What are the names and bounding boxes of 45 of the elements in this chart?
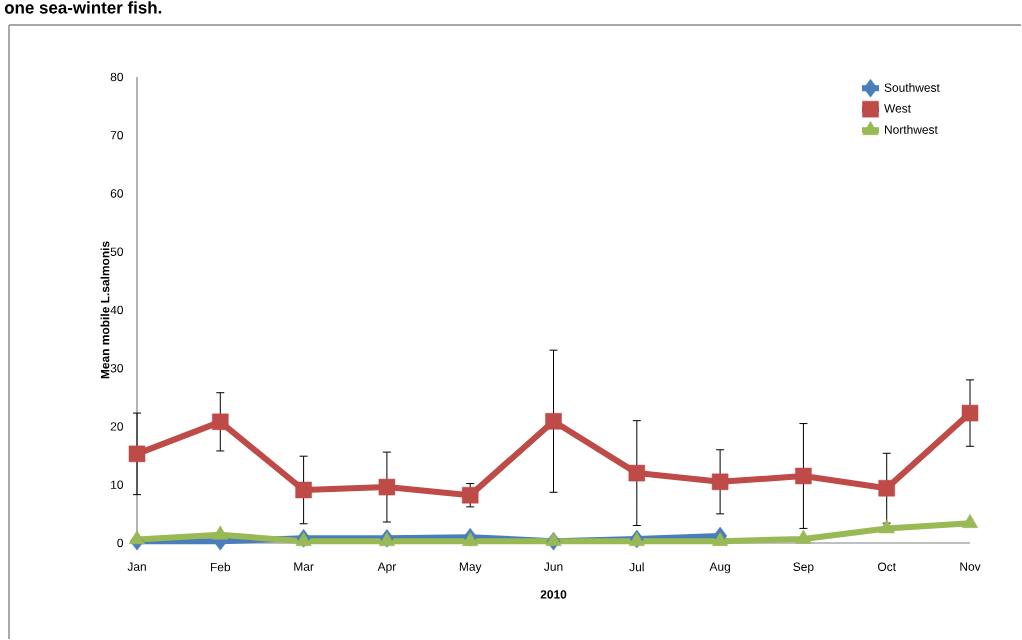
point	[128, 445, 146, 463]
y-tick-label: 40	[110, 305, 124, 315]
y-tick-label: 70	[110, 131, 124, 140]
x-tick-label: Aug	[709, 562, 730, 574]
x-tick-label: Jun	[544, 562, 563, 571]
y-tick-label: 10	[111, 480, 124, 490]
y-tick-label: 0	[117, 538, 124, 548]
point	[961, 404, 979, 422]
point	[378, 478, 396, 496]
point	[961, 514, 979, 529]
y-tick-label: 20	[110, 422, 124, 431]
point	[545, 532, 562, 547]
x-tick-label: Feb	[210, 562, 231, 572]
x-tick-label: Jan	[127, 562, 146, 571]
legend-label: Southwest	[884, 83, 940, 92]
point	[461, 487, 479, 504]
point	[462, 532, 479, 547]
x-tick-label: Sep	[793, 562, 814, 574]
y-tick-label: 30	[110, 364, 124, 373]
legend-label: Northwest	[885, 125, 938, 134]
chart-title: one sea-winter fish.	[4, 1, 162, 14]
y-tick-label: 60	[110, 189, 124, 198]
point	[128, 530, 146, 545]
point	[795, 529, 812, 544]
point	[711, 473, 729, 491]
point	[545, 413, 562, 430]
point	[878, 480, 895, 497]
x-tick-label: Oct	[877, 562, 896, 572]
point	[212, 413, 229, 431]
x-tick-label: Apr	[377, 562, 397, 574]
point	[795, 467, 812, 485]
point	[712, 532, 729, 547]
y-tick-label: 50	[110, 247, 124, 257]
point	[628, 464, 646, 482]
x-tick-label: May	[459, 562, 482, 574]
y-axis-title: Mean mobile L.salmonis	[100, 241, 110, 379]
point	[212, 525, 229, 540]
point	[878, 519, 895, 534]
x-tick-label: Mar	[294, 562, 314, 571]
point	[295, 481, 312, 499]
x-tick-label: Nov	[960, 562, 981, 571]
x-axis-title: 2010	[540, 590, 567, 599]
y-tick-label: 80	[110, 72, 124, 82]
legend-label: West	[884, 104, 911, 113]
x-tick-label: Jul	[629, 562, 644, 572]
